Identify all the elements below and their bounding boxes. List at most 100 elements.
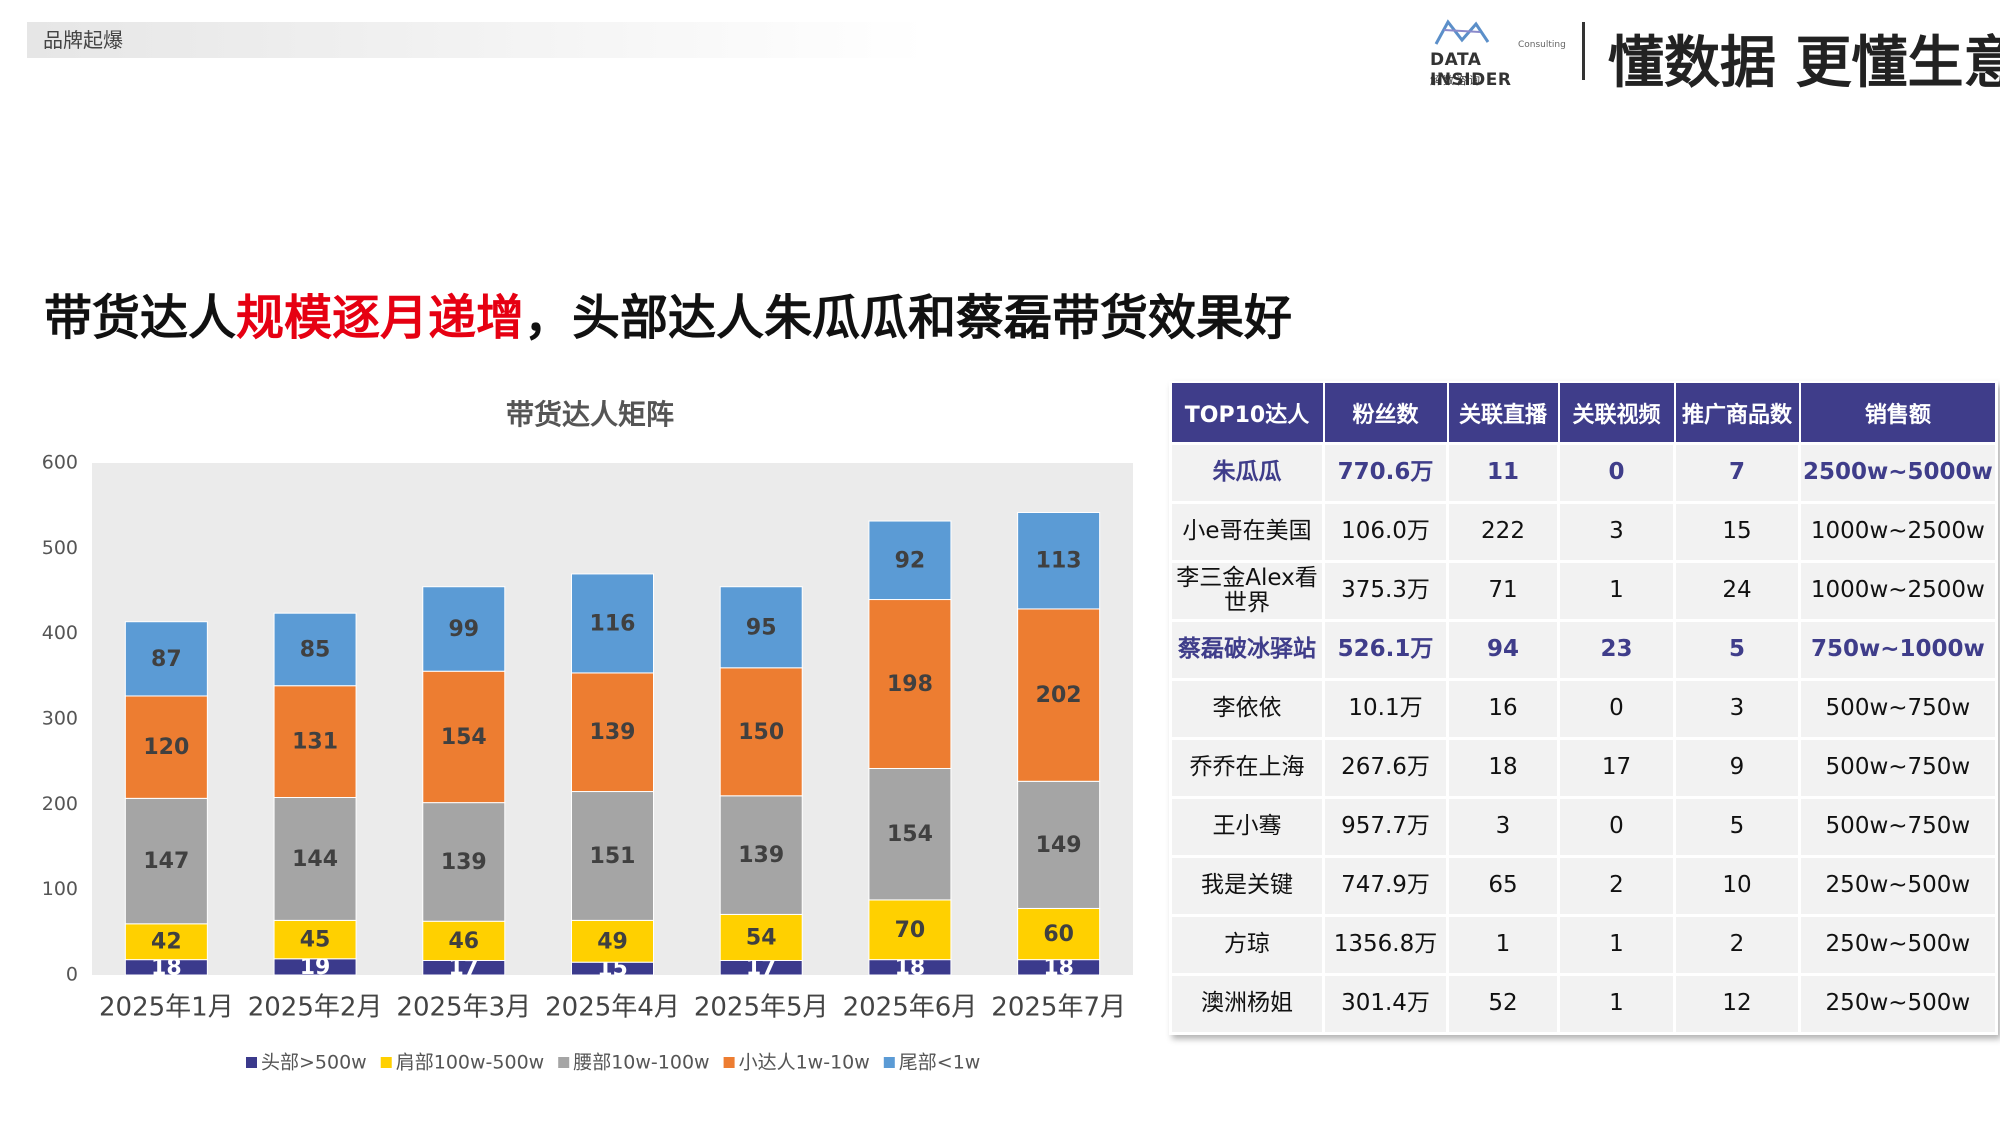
- table-cell: 65: [1446, 855, 1560, 917]
- table-row: 王小骞 957.7万 3 0 5 500w~750w: [1169, 796, 1998, 858]
- data-label: 139: [590, 720, 636, 745]
- table-row: 我是关键 747.9万 65 2 10 250w~500w: [1169, 855, 1998, 917]
- data-label: 99: [448, 617, 479, 642]
- bar-segment: [571, 573, 654, 674]
- bar-segment: [719, 667, 803, 797]
- table-cell: 3: [1446, 796, 1560, 858]
- bar-segment: [124, 695, 208, 799]
- table-cell: 10.1万: [1322, 678, 1449, 740]
- headline: 带货达人规模逐月递增，头部达人朱瓜瓜和蔡磊带货效果好: [44, 278, 1292, 348]
- x-tick-label: 2025年6月: [843, 993, 978, 1023]
- bar-segment: [719, 586, 803, 669]
- table-cell: 李依依: [1169, 678, 1325, 740]
- legend-swatch: [246, 1057, 257, 1068]
- data-label: 150: [738, 720, 784, 745]
- data-label: 120: [143, 735, 189, 760]
- table-cell: 250w~500w: [1798, 914, 1998, 976]
- table-cell: 500w~750w: [1798, 678, 1998, 740]
- y-tick-label: 200: [42, 793, 78, 815]
- table-cell: 7: [1673, 442, 1801, 504]
- y-tick-label: 0: [66, 964, 78, 986]
- bar-segment: [571, 919, 654, 963]
- bar-segment: [273, 612, 357, 687]
- table-cell: 李三金Alex看世界: [1169, 560, 1325, 622]
- bar-segment: [571, 672, 654, 793]
- data-label: 49: [597, 929, 628, 954]
- table-row: 李三金Alex看世界 375.3万 71 1 24 1000w~2500w: [1169, 560, 1998, 622]
- table-cell: 250w~500w: [1798, 855, 1998, 917]
- table-cell: 5: [1673, 619, 1801, 681]
- table-row: 方琼 1356.8万 1 1 2 250w~500w: [1169, 914, 1998, 976]
- bar-segment: [868, 767, 952, 901]
- x-tick-label: 2025年1月: [99, 993, 234, 1023]
- x-tick-label: 2025年4月: [545, 993, 680, 1023]
- data-label: 85: [300, 637, 331, 662]
- separator: [1582, 22, 1585, 80]
- table-cell: 0: [1557, 442, 1676, 504]
- legend-swatch: [723, 1057, 735, 1068]
- header-cell: TOP10达人: [1169, 381, 1325, 445]
- table-cell: 9: [1673, 737, 1801, 799]
- x-tick-label: 2025年2月: [248, 993, 383, 1023]
- logo-icon: [1434, 19, 1490, 45]
- data-label: 154: [887, 822, 933, 847]
- table-cell: 770.6万: [1322, 442, 1449, 504]
- table-cell: 526.1万: [1322, 619, 1449, 681]
- table-cell: 乔乔在上海: [1169, 737, 1325, 799]
- data-label: 139: [738, 843, 784, 868]
- bar-segment: [422, 802, 506, 922]
- table-row: 小e哥在美国 106.0万 222 3 15 1000w~2500w: [1169, 501, 1998, 563]
- bar-segment: [719, 795, 803, 915]
- table-cell: 朱瓜瓜: [1169, 442, 1325, 504]
- bar-segment: [124, 923, 208, 961]
- data-label: 87: [151, 647, 182, 672]
- data-label: 45: [300, 928, 331, 953]
- bar-segment: [571, 791, 654, 921]
- bar-segment: [273, 685, 357, 799]
- header-row: TOP10达人 粉丝数 关联直播 关联视频 推广商品数 销售额: [1169, 381, 1998, 445]
- logo-sub: Consulting: [1518, 40, 1566, 50]
- data-label: 147: [143, 849, 189, 874]
- table-cell: 301.4万: [1322, 973, 1449, 1035]
- header-cell: 关联视频: [1557, 381, 1676, 445]
- table-cell: 747.9万: [1322, 855, 1449, 917]
- data-label: 113: [1036, 549, 1082, 574]
- table-row: 李依依 10.1万 16 0 3 500w~750w: [1169, 678, 1998, 740]
- data-label: 95: [746, 615, 777, 640]
- y-tick-label: 400: [42, 622, 78, 644]
- table-cell: 1000w~2500w: [1798, 501, 1998, 563]
- header-cell: 关联直播: [1446, 381, 1560, 445]
- bar-segment: [124, 621, 208, 697]
- table-cell: 1: [1557, 560, 1676, 622]
- table-cell: 750w~1000w: [1798, 619, 1998, 681]
- bar-segment: [422, 670, 506, 804]
- table-row: 朱瓜瓜 770.6万 11 0 7 2500w~5000w: [1169, 442, 1998, 504]
- data-label: 92: [895, 548, 926, 573]
- data-label: 151: [590, 844, 636, 869]
- table-cell: 方琼: [1169, 914, 1325, 976]
- table-cell: 蔡磊破冰驿站: [1169, 619, 1325, 681]
- header-cell: 销售额: [1798, 381, 1998, 445]
- bar-segment: [719, 913, 803, 961]
- table-cell: 2: [1673, 914, 1801, 976]
- headline-part: 带货达人: [44, 290, 237, 346]
- data-label: 144: [292, 847, 338, 872]
- table-cell: 澳洲杨姐: [1169, 973, 1325, 1035]
- bar-segment: [1017, 907, 1101, 961]
- table-cell: 106.0万: [1322, 501, 1449, 563]
- table-cell: 500w~750w: [1798, 796, 1998, 858]
- table-cell: 957.7万: [1322, 796, 1449, 858]
- section-tag: 品牌起爆: [27, 22, 927, 58]
- table-cell: 250w~500w: [1798, 973, 1998, 1035]
- x-tick-label: 2025年3月: [396, 993, 531, 1023]
- legend-label: 腰部10w-100w: [573, 1052, 709, 1074]
- bar-segment: [273, 919, 357, 960]
- table-cell: 24: [1673, 560, 1801, 622]
- chart-title: 带货达人矩阵: [506, 398, 674, 431]
- table-row: 澳洲杨姐 301.4万 52 1 12 250w~500w: [1169, 973, 1998, 1035]
- data-label: 149: [1036, 833, 1082, 858]
- table-cell: 0: [1557, 678, 1676, 740]
- table-cell: 10: [1673, 855, 1801, 917]
- bar-segment: [868, 520, 952, 601]
- table-cell: 1: [1557, 914, 1676, 976]
